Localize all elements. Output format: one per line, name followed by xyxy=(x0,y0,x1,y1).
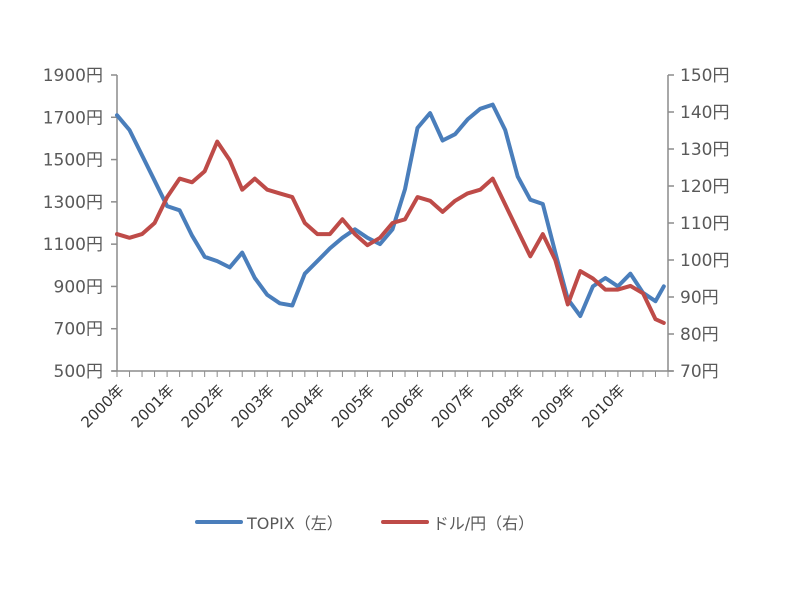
right-tick-label: 150円 xyxy=(680,66,729,86)
left-tick-label: 1300円 xyxy=(43,193,103,213)
right-tick-label: 100円 xyxy=(680,251,729,271)
x-tick-label: 2010年 xyxy=(578,381,628,431)
topix-line xyxy=(115,102,666,318)
right-y-axis: 150円 140円 130円 120円 110円 100円 90円 80円 70円 xyxy=(667,66,729,382)
x-tick-label: 2008年 xyxy=(478,381,528,431)
series-layer xyxy=(115,102,666,325)
right-tick-label: 110円 xyxy=(680,214,729,234)
legend-label-topix: TOPIX（左） xyxy=(247,514,343,533)
x-tick-label: 2003年 xyxy=(228,381,278,431)
x-tick-label: 2004年 xyxy=(278,381,328,431)
legend-item-usdjpy: ドル/円（右） xyxy=(380,510,535,534)
x-tick-label: 2000年 xyxy=(77,381,127,431)
left-tick-label: 500円 xyxy=(54,362,103,382)
x-axis: 2000年 2001年 2002年 2003年 2004年 2005年 2006年 2007年… xyxy=(77,370,673,431)
legend-item-topix: TOPIX（左） xyxy=(195,510,343,534)
left-tick-label: 1900円 xyxy=(43,66,103,86)
x-tick-label: 2009年 xyxy=(528,381,578,431)
left-tick-label: 1700円 xyxy=(43,108,103,128)
usdjpy-line xyxy=(115,139,666,325)
legend: TOPIX（左） ドル/円（右） xyxy=(195,510,572,534)
right-tick-label: 90円 xyxy=(680,288,719,308)
legend-swatch-usdjpy xyxy=(380,520,429,524)
left-tick-label: 900円 xyxy=(54,277,103,297)
right-tick-label: 120円 xyxy=(680,177,729,197)
left-tick-label: 700円 xyxy=(54,320,103,340)
x-tick-label: 2001年 xyxy=(128,381,178,431)
x-tick-label: 2005年 xyxy=(328,381,378,431)
left-tick-label: 1100円 xyxy=(43,235,103,255)
legend-label-usdjpy: ドル/円（右） xyxy=(432,514,535,533)
x-tick-label: 2006年 xyxy=(378,381,428,431)
legend-swatch-topix xyxy=(195,520,243,524)
left-y-axis: 1900円 1700円 1500円 1300円 1100円 900円 700円 500円 xyxy=(43,66,118,382)
left-tick-label: 1500円 xyxy=(43,151,103,171)
right-tick-label: 140円 xyxy=(680,103,729,123)
x-tick-label: 2007年 xyxy=(428,381,478,431)
right-tick-label: 130円 xyxy=(680,140,729,160)
right-tick-label: 80円 xyxy=(680,325,719,345)
right-tick-label: 70円 xyxy=(680,362,719,382)
x-tick-label: 2002年 xyxy=(178,381,228,431)
